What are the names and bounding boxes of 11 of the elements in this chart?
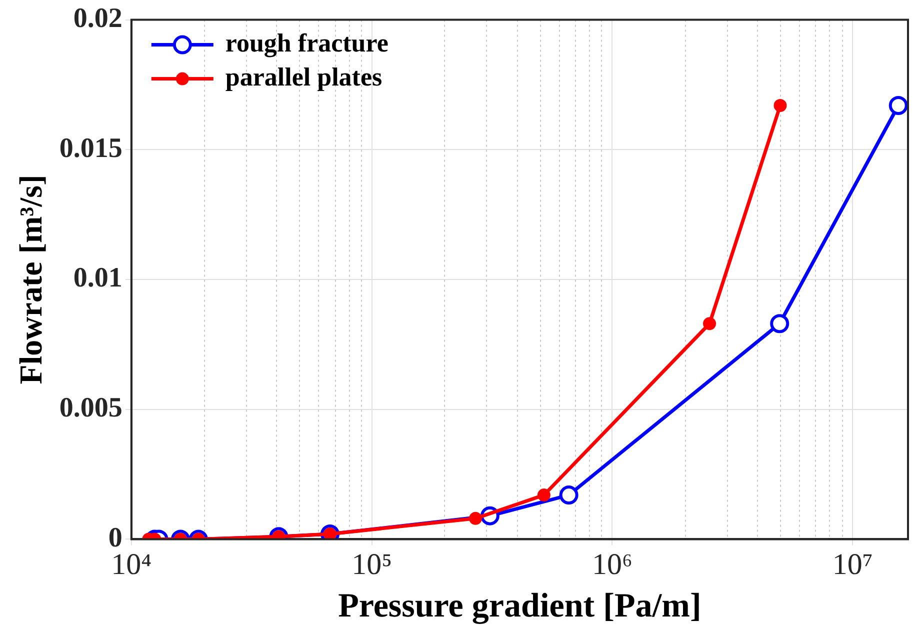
- x-tick-label: 10⁶: [592, 548, 632, 582]
- y-tick-label: 0.005: [59, 392, 122, 424]
- y-tick-label: 0.02: [73, 3, 122, 34]
- y-axis-title: Flowrate [m³/s]: [12, 174, 48, 384]
- legend-label: rough fracture: [225, 28, 388, 58]
- x-tick-label: 10⁵: [352, 548, 392, 582]
- x-tick-label: 10⁷: [832, 548, 873, 582]
- y-tick-label: 0.01: [73, 262, 122, 294]
- y-tick-label: 0.015: [59, 132, 122, 164]
- x-axis-title: Pressure gradient [Pa/m]: [338, 587, 702, 624]
- legend-label: parallel plates: [225, 62, 382, 92]
